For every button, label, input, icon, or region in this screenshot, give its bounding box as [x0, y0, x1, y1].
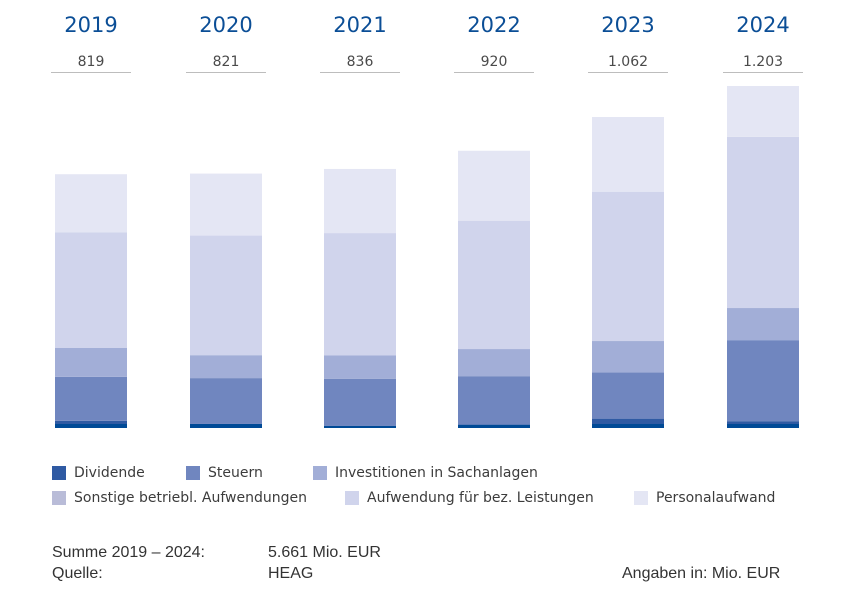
stacked-bar-chart: 2019 819 2020 821 2021 836 2022 920 2023 1.062 202… [51, 13, 803, 428]
total-label: 1.062 [608, 54, 648, 70]
bar-segment-steuern [727, 340, 799, 422]
legend-item-sonstige: Sonstige betriebl. Aufwendungen [52, 490, 307, 506]
bar-segment-dividende-base [324, 425, 396, 428]
source-label: Quelle: [52, 565, 103, 582]
legend-item-investitionen: Investitionen in Sachanlagen [313, 465, 538, 481]
year-label: 2023 [601, 13, 654, 37]
legend-swatch-aufwendung [345, 491, 359, 505]
bar-segment-aufwendung-f-r-bez-leistungen [324, 233, 396, 356]
bar-segment-investitionen-in-sachanlagen [592, 341, 664, 373]
legend-item-aufwendung: Aufwendung für bez. Leistungen [345, 490, 594, 506]
year-label: 2024 [736, 13, 789, 37]
bar-segment-dividende-base [592, 424, 664, 428]
bar-segment-steuern [458, 376, 530, 425]
bar-segment-personalaufwand [592, 117, 664, 192]
bar-segment-aufwendung-f-r-bez-leistungen [592, 191, 664, 342]
total-label: 920 [481, 54, 508, 70]
bar-segment-investitionen-in-sachanlagen [458, 349, 530, 377]
legend-label: Investitionen in Sachanlagen [335, 465, 538, 481]
sum-label: Summe 2019 – 2024: [52, 544, 205, 561]
year-label: 2021 [333, 13, 386, 37]
bar-segment-dividende-base [727, 424, 799, 428]
legend-item-steuern: Steuern [186, 465, 263, 481]
legend-swatch-sonstige [52, 491, 66, 505]
bar-segment-investitionen-in-sachanlagen [727, 308, 799, 341]
bar-segment-investitionen-in-sachanlagen [55, 347, 127, 377]
bar-segment-dividende-base [190, 424, 262, 428]
legend-swatch-dividende [52, 466, 66, 480]
legend-swatch-steuern [186, 466, 200, 480]
bar-segment-personalaufwand [324, 168, 396, 234]
unit-note: Angaben in: Mio. EUR [622, 565, 781, 582]
bar-segment-personalaufwand [55, 174, 127, 233]
bar-segment-personalaufwand [727, 86, 799, 137]
sum-value: 5.661 Mio. EUR [268, 544, 381, 561]
year-label: 2019 [64, 13, 117, 37]
legend-label: Personalaufwand [656, 490, 776, 506]
bar-segment-aufwendung-f-r-bez-leistungen [55, 232, 127, 348]
legend-item-dividende: Dividende [52, 465, 145, 481]
legend-label: Dividende [74, 465, 145, 481]
bar-segment-investitionen-in-sachanlagen [190, 355, 262, 379]
bar-segment-steuern [324, 378, 396, 426]
total-label: 836 [347, 54, 374, 70]
bar-segment-steuern [190, 378, 262, 424]
total-label: 819 [78, 54, 105, 70]
legend-swatch-personalaufwand [634, 491, 648, 505]
bar-segment-dividende [592, 418, 664, 428]
bar-segment-personalaufwand [458, 150, 530, 221]
bar-segment-steuern [592, 372, 664, 419]
year-label: 2020 [199, 13, 252, 37]
bar-segment-aufwendung-f-r-bez-leistungen [190, 235, 262, 356]
legend-label: Sonstige betriebl. Aufwendungen [74, 490, 307, 506]
source-value: HEAG [268, 565, 314, 582]
bar-segment-dividende-base [55, 424, 127, 428]
legend-label: Aufwendung für bez. Leistungen [367, 490, 594, 506]
legend-swatch-investitionen [313, 466, 327, 480]
total-label: 821 [213, 54, 240, 70]
bar-segment-dividende-base [458, 424, 530, 428]
bar-segment-investitionen-in-sachanlagen [324, 355, 396, 379]
bar-segment-aufwendung-f-r-bez-leistungen [727, 136, 799, 309]
legend-item-personalaufwand: Personalaufwand [634, 490, 775, 506]
bar-segment-aufwendung-f-r-bez-leistungen [458, 220, 530, 350]
bar-segment-steuern [55, 376, 127, 421]
bar-segment-personalaufwand [190, 173, 262, 236]
total-label: 1.203 [743, 54, 783, 70]
legend-label: Steuern [208, 465, 263, 481]
year-label: 2022 [467, 13, 520, 37]
